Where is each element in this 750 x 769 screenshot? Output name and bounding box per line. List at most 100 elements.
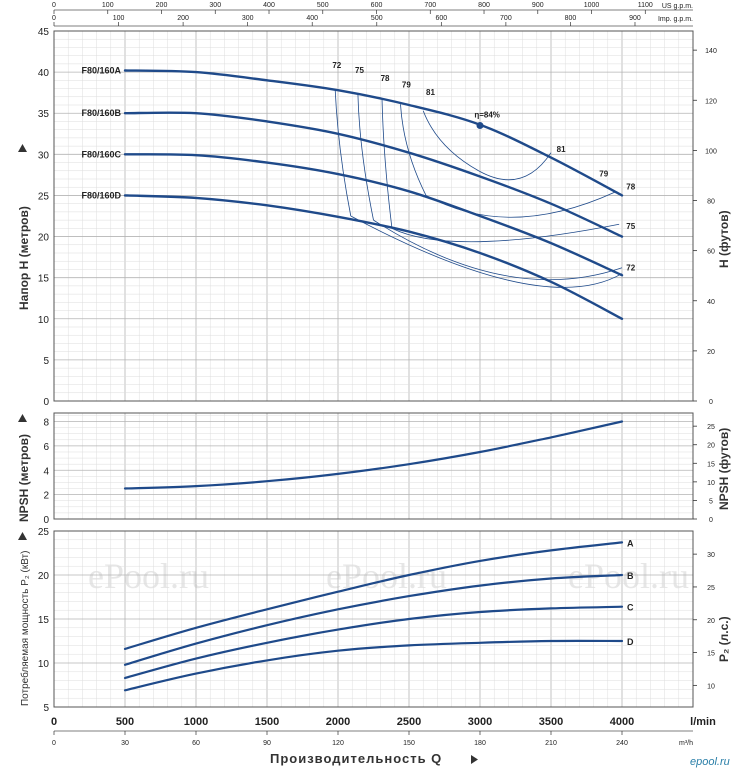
imp-tick: 200 [177,15,189,22]
us-tick: 700 [424,2,436,9]
power-curve-label: A [627,538,634,548]
grid-layer [53,30,694,708]
m3h-tick: 210 [545,740,557,747]
ytick-left: 0 [43,515,49,526]
head-curve-f80/160a [123,69,624,197]
bep-point [476,122,484,130]
epool-logo: epool.ru [690,756,730,768]
eff-iso-78 [381,99,393,229]
imp-tick: 500 [371,15,383,22]
ytick-left: 10 [38,315,50,326]
efficiency-label: 79 [599,170,608,179]
ytick-left: 40 [38,68,50,79]
ytick-right: 20 [707,443,715,450]
ytick-right: 10 [707,480,715,487]
ytick-right: 25 [707,424,715,431]
ytick-right: 25 [707,585,715,592]
m3h-tick: 240 [616,740,628,747]
watermark-1: ePool.ru [88,556,209,596]
us-tick: 900 [532,2,544,9]
us-tick: 500 [317,2,329,9]
power-ylabel-left: Потребляемая мощность P₂ (кВт) [19,551,31,706]
npsh-curve [123,420,624,490]
imp-tick: 600 [435,15,447,22]
us-tick: 0 [52,2,56,9]
ytick-right: 40 [707,299,715,306]
head-curve-label: F80/160A [81,65,121,75]
eff-iso-81a [422,110,479,172]
ytick-left: 8 [43,418,49,429]
ytick-left: 20 [38,571,50,582]
head-curve-label: F80/160C [81,149,121,159]
efficiency-label: 81 [426,88,435,97]
m3h-tick: 120 [332,740,344,747]
ytick-right: 20 [707,618,715,625]
ytick-left: 45 [38,27,50,38]
head-frame [53,30,694,402]
ytick-right: 10 [707,683,715,690]
us-tick: 400 [263,2,275,9]
lmin-tick: 1000 [184,716,208,728]
npsh-ylabel-arrow-icon [18,414,27,422]
npsh-frame [53,412,694,520]
ytick-left: 25 [38,191,50,202]
eff-loop-72 [350,215,623,288]
head-curve-f80/160d [123,194,624,320]
ytick-right: 140 [705,48,717,55]
imp-tick: 300 [242,15,254,22]
eff-loop-81 [478,152,552,181]
us-tick: 200 [156,2,168,9]
lmin-tick: 500 [116,716,134,728]
efficiency-label: 79 [402,81,411,90]
ytick-right: 20 [707,349,715,356]
power-curve-d [123,639,624,692]
lmin-unit: l/min [690,716,716,728]
head-ylabel-right: H (футов) [717,210,731,268]
imp-tick: 0 [52,15,56,22]
us-tick: 800 [478,2,490,9]
m3h-unit: m³/h [679,740,693,747]
m3h-tick: 180 [474,740,486,747]
curves-layer: F80/160A F80/160B F80/160C F80/160D 72 75 78 79… [81,61,636,692]
power-curve-label: D [627,637,634,647]
ytick-left: 25 [38,527,50,538]
power-curve-label: C [627,603,634,613]
lmin-tick: 2000 [326,716,350,728]
efficiency-label: 75 [355,66,364,75]
ytick-left: 15 [38,615,50,626]
us-tick: 600 [371,2,383,9]
efficiency-label: η=84% [474,110,500,119]
eff-loop-79 [425,191,616,218]
eff-loop-78 [391,223,620,243]
ytick-left: 20 [38,233,50,244]
m3h-tick: 60 [192,740,200,747]
power-curve-c [123,605,624,680]
power-curve-label: B [627,571,634,581]
eff-iso-72 [334,89,352,217]
efficiency-label: 72 [332,61,341,70]
head-ylabel-left: Напор H (метров) [17,206,31,310]
head-curve-f80/160c [123,153,624,277]
ytick-left: 10 [38,659,50,670]
head-curve-f80/160b [123,111,624,238]
efficiency-label: 78 [626,183,635,192]
ytick-left: 5 [43,703,49,714]
eff-loop-75 [373,219,623,281]
ytick-left: 30 [38,150,50,161]
imp-tick: 100 [113,15,125,22]
lmin-tick: 4000 [610,716,634,728]
m3h-tick: 30 [121,740,129,747]
ytick-right: 60 [707,249,715,256]
imp-tick: 700 [500,15,512,22]
ytick-left: 35 [38,109,50,120]
head-curve-label: F80/160B [81,108,121,118]
power-curve-a [123,541,624,650]
ytick-right: 15 [707,461,715,468]
efficiency-label: 75 [626,222,635,231]
ytick-right: 80 [707,199,715,206]
power-curve-b [123,573,624,666]
ytick-right: 30 [707,552,715,559]
tick-labels: 0510152025303540450204060801001201400246… [38,2,717,747]
power-ylabel-right: P₂ (л.с.) [717,616,731,662]
